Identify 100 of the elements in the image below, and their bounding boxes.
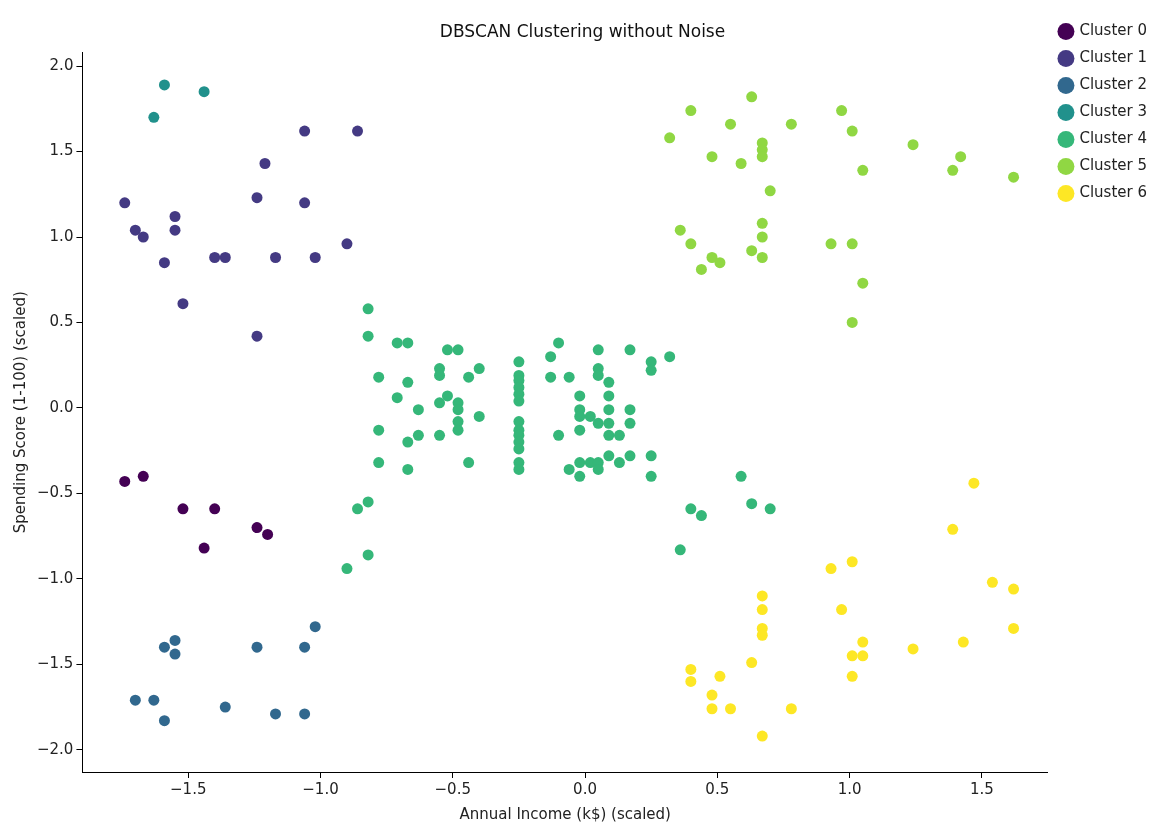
point <box>836 604 848 616</box>
point <box>1008 583 1020 595</box>
point <box>177 503 189 515</box>
point <box>129 224 141 236</box>
point <box>756 231 768 243</box>
x-tick-label: 1.0 <box>837 779 862 798</box>
point <box>706 151 718 163</box>
point <box>148 694 160 706</box>
point <box>299 197 311 209</box>
point <box>1008 171 1020 183</box>
point <box>219 252 231 264</box>
legend-label: Cluster 3 <box>1079 102 1148 121</box>
point <box>706 252 718 264</box>
point <box>746 245 758 257</box>
point <box>706 689 718 701</box>
point <box>299 125 311 137</box>
point <box>846 556 858 568</box>
point <box>857 164 869 176</box>
point <box>725 118 737 130</box>
chart-title: DBSCAN Clustering without Noise <box>439 20 726 41</box>
point <box>685 105 697 117</box>
point <box>177 298 189 310</box>
point <box>957 636 969 648</box>
point <box>756 604 768 616</box>
point <box>309 252 321 264</box>
point <box>907 139 919 151</box>
point <box>169 648 181 660</box>
point <box>341 238 353 250</box>
point <box>299 641 311 653</box>
y-tick-label: 1.5 <box>49 141 74 160</box>
point <box>706 703 718 715</box>
point <box>685 238 697 250</box>
point <box>299 708 311 720</box>
x-tick-label: 0.0 <box>573 779 597 798</box>
point <box>251 192 263 204</box>
point <box>695 263 707 275</box>
point <box>857 636 869 648</box>
y-tick-label: −0.5 <box>36 483 74 502</box>
point <box>219 701 231 713</box>
point <box>169 210 181 222</box>
point <box>158 257 170 269</box>
point <box>836 105 848 117</box>
point <box>968 477 980 489</box>
x-tick-label: −1.0 <box>302 779 339 798</box>
point <box>825 238 837 250</box>
point <box>119 197 131 209</box>
point <box>756 730 768 742</box>
point <box>907 643 919 655</box>
point <box>756 590 768 602</box>
y-tick-label: −1.0 <box>36 568 74 587</box>
point <box>955 151 967 163</box>
point <box>198 542 210 554</box>
point <box>262 528 274 540</box>
point <box>764 185 776 197</box>
point <box>785 118 797 130</box>
x-tick-label: 0.5 <box>705 779 730 798</box>
y-tick-label: 1.0 <box>49 226 74 245</box>
point <box>259 158 271 169</box>
point <box>137 231 149 243</box>
point <box>756 252 768 264</box>
point <box>825 563 837 575</box>
point <box>685 663 697 675</box>
point <box>846 650 858 662</box>
y-tick-label: 2.0 <box>49 55 74 74</box>
x-tick-label: 1.5 <box>969 779 994 798</box>
point <box>674 224 686 236</box>
point <box>198 86 210 98</box>
legend-label: Cluster 5 <box>1079 156 1148 175</box>
point <box>158 79 170 91</box>
point <box>857 650 869 662</box>
y-tick-label: 0.0 <box>49 397 74 416</box>
point <box>664 132 676 144</box>
point <box>685 675 697 687</box>
legend-label: Cluster 2 <box>1079 75 1148 94</box>
point <box>846 670 858 682</box>
point <box>756 217 768 229</box>
point <box>735 158 747 169</box>
point <box>746 91 758 103</box>
legend-label: Cluster 1 <box>1079 48 1148 67</box>
point <box>846 316 858 328</box>
point <box>129 694 141 706</box>
point <box>857 277 869 289</box>
point <box>1008 622 1020 634</box>
point <box>270 708 282 720</box>
y-tick-label: 0.5 <box>49 312 74 331</box>
point <box>746 657 758 669</box>
legend-label: Cluster 4 <box>1079 129 1148 148</box>
legend-label: Cluster 6 <box>1079 183 1148 202</box>
y-tick-label: −1.5 <box>36 654 74 673</box>
point <box>947 523 959 535</box>
point <box>158 715 170 727</box>
x-tick-label: −0.5 <box>434 779 471 798</box>
point <box>947 164 959 176</box>
point <box>209 503 221 515</box>
point <box>251 641 263 653</box>
x-tick-label: −1.5 <box>170 779 207 798</box>
point <box>714 670 726 682</box>
legend-label: Cluster 0 <box>1079 21 1148 40</box>
point <box>148 111 160 123</box>
point <box>137 470 149 482</box>
